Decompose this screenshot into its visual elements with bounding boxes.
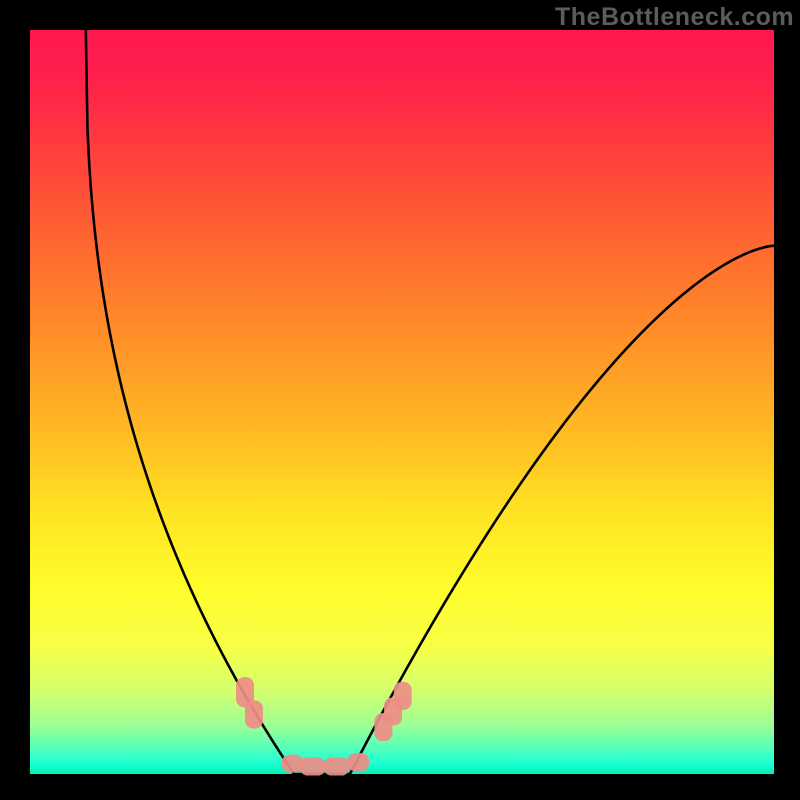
highlight-marker — [394, 682, 412, 710]
highlight-marker — [347, 753, 369, 771]
watermark-text: TheBottleneck.com — [555, 3, 794, 32]
highlight-marker — [300, 758, 326, 776]
bottleneck-chart — [0, 0, 800, 800]
plot-background — [30, 30, 774, 774]
highlight-marker — [245, 700, 263, 728]
highlight-marker — [324, 758, 350, 776]
